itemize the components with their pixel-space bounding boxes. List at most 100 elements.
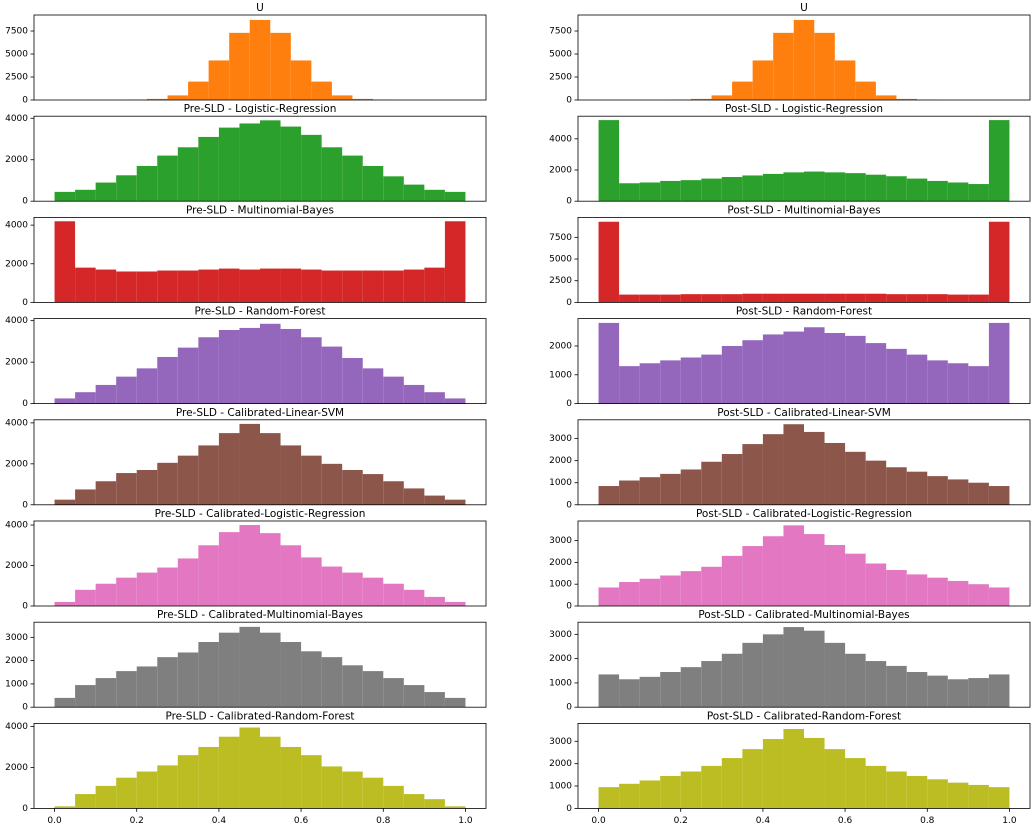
histogram-bar: [947, 182, 969, 202]
histogram-bar: [95, 583, 117, 606]
histogram-bar: [947, 479, 969, 505]
histogram-bar: [927, 360, 948, 404]
histogram-bar: [321, 463, 343, 505]
x-tick-label: 1.0: [1002, 816, 1017, 826]
histogram-bar: [444, 221, 466, 303]
histogram-bar: [383, 481, 404, 505]
histogram-bar: [198, 545, 219, 606]
histogram-bar: [116, 175, 137, 202]
histogram-bar: [198, 641, 219, 708]
histogram-bar: [198, 337, 219, 404]
histogram-bar: [198, 746, 219, 809]
histogram-bar: [639, 294, 661, 303]
histogram-bar: [383, 176, 404, 202]
histogram-bar: [660, 473, 681, 505]
histogram-bar: [865, 343, 887, 404]
histogram-bar: [75, 794, 96, 809]
histogram-bar: [680, 357, 702, 404]
histogram-bar: [619, 582, 640, 606]
histogram-bar: [239, 423, 260, 505]
x-tick-label: 0.8: [920, 816, 935, 826]
histogram-bar: [301, 134, 322, 202]
histogram-bar: [95, 481, 117, 505]
histogram-bar: [721, 177, 743, 202]
y-tick-label: 4000: [5, 221, 28, 231]
chart-title: Post-SLD - Calibrated-Multinomial-Bayes: [698, 609, 909, 621]
histogram-bar: [301, 557, 322, 606]
histogram-bar: [260, 433, 281, 505]
x-tick-label: 0.0: [591, 816, 606, 826]
axes-frame: [33, 621, 487, 708]
histogram-bar: [660, 360, 681, 404]
histogram-bar: [988, 787, 1010, 809]
histogram-bar: [886, 771, 907, 809]
histogram-bar: [804, 327, 825, 404]
histogram-bar: [660, 180, 681, 202]
histogram-bar: [342, 665, 363, 708]
histogram-bar: [177, 755, 199, 809]
histogram-bar: [598, 787, 620, 809]
histogram-bar: [342, 270, 363, 303]
histogram-bar: [280, 641, 302, 708]
chart-title: Post-SLD - Calibrated-Linear-SVM: [717, 407, 891, 419]
histogram-bar: [906, 671, 928, 708]
histogram-bar: [701, 461, 722, 505]
y-tick-label: 0: [566, 703, 572, 713]
histogram-bar: [331, 95, 353, 100]
histogram-bar: [157, 462, 178, 505]
histogram-bar: [177, 270, 199, 303]
axes-frame: [33, 14, 487, 101]
histogram-bar: [403, 384, 425, 404]
histogram-bar: [157, 155, 178, 202]
histogram-bar: [444, 499, 466, 505]
y-tick-label: 0: [22, 399, 28, 409]
chart-title: Pre-SLD - Calibrated-Linear-SVM: [176, 407, 344, 419]
axes-frame: [33, 216, 487, 303]
histogram-bar: [906, 471, 928, 505]
histogram-bar: [783, 293, 804, 303]
y-tick-label: 0: [22, 804, 28, 814]
histogram-bar: [218, 268, 240, 303]
histogram-bar: [701, 765, 722, 809]
histogram-bar: [762, 334, 784, 404]
histogram-bar: [742, 749, 763, 809]
histogram-bar: [362, 474, 384, 505]
histogram-bar: [804, 293, 825, 303]
histogram-bar: [598, 674, 620, 708]
chart-title: Post-SLD - Calibrated-Random-Forest: [707, 710, 901, 722]
axes-frame: [577, 318, 1031, 405]
histogram-bar: [701, 566, 722, 606]
histogram-bar: [886, 665, 907, 708]
histogram-bar: [95, 269, 117, 303]
histogram-bar: [865, 293, 887, 303]
histogram-bar: [906, 178, 928, 202]
y-tick-label: 1000: [5, 679, 28, 689]
histogram-bar: [968, 294, 989, 303]
histogram-bar: [301, 755, 322, 809]
histogram-bar: [239, 626, 260, 708]
axes-frame: [33, 115, 487, 202]
histogram-bar: [783, 331, 804, 404]
histogram-bar: [742, 546, 763, 606]
histogram-bar: [198, 269, 219, 303]
histogram-bar: [824, 544, 846, 606]
histogram-bar: [444, 601, 466, 606]
histogram-bar: [619, 366, 640, 404]
histogram-bar: [886, 348, 907, 404]
histogram-bar: [988, 322, 1010, 404]
histogram-bar: [804, 534, 825, 606]
histogram-bar: [218, 127, 240, 202]
histogram-bar: [249, 19, 271, 101]
histogram-bar: [701, 354, 722, 404]
histogram-bar: [239, 525, 260, 606]
histogram-bar: [321, 657, 343, 708]
y-tick-label: 2000: [5, 155, 28, 165]
histogram-bar: [773, 32, 794, 100]
chart-title: Pre-SLD - Calibrated-Logistic-Regression: [155, 508, 366, 520]
histogram-bar: [95, 182, 117, 202]
histogram-bar: [342, 572, 363, 606]
y-tick-label: 0: [22, 298, 28, 308]
histogram-bar: [383, 785, 404, 809]
histogram-bar: [177, 455, 199, 505]
x-tick-label: 0.6: [838, 816, 853, 826]
